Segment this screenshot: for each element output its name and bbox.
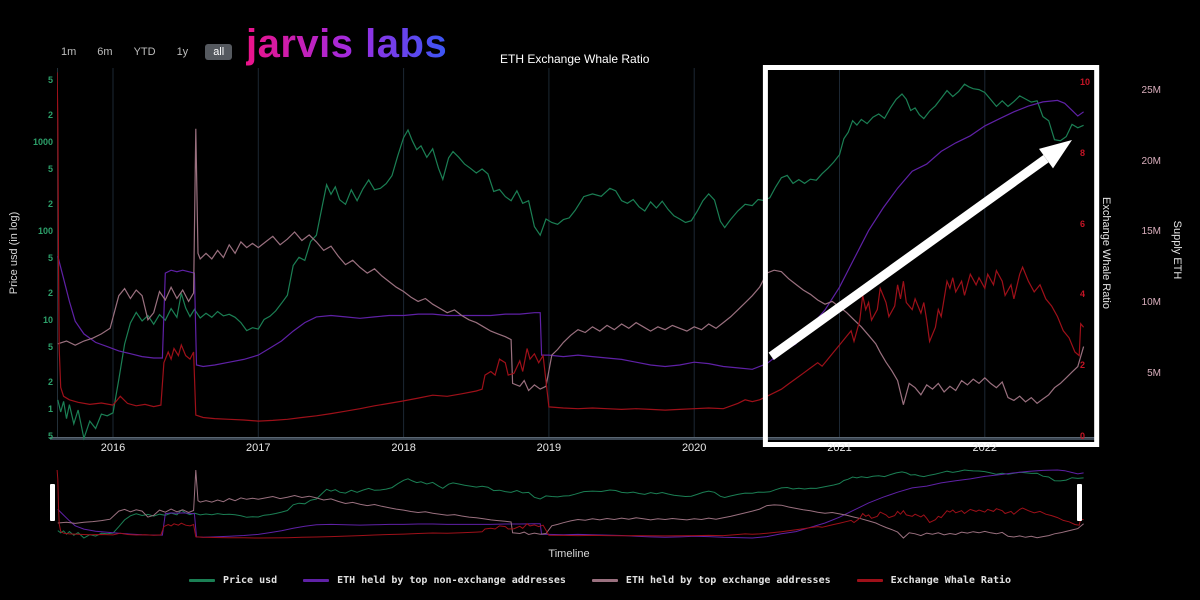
x-axis-highlight [50,437,1097,438]
whale-ratio-series-nav-line [56,469,1084,539]
range-button-1y[interactable]: 1y [173,44,193,60]
non-exchange-series-nav-line [57,469,1084,539]
exchange-series-line [57,128,1085,405]
legend-label: ETH held by top exchange addresses [625,575,831,586]
price-series-line [57,83,1084,441]
whale-ratio-series-swatch [856,579,883,582]
legend-label: ETH held by top non-exchange addresses [337,575,566,586]
legend-item-whale-ratio[interactable]: Exchange Whale Ratio [856,575,1012,586]
legend-item-non-exchange[interactable]: ETH held by top non-exchange addresses [303,575,566,586]
annotation-arrow-shaft [768,155,1049,360]
range-button-ytd[interactable]: YTD [130,44,160,60]
price-series-nav-line [57,469,1084,539]
brand-logo: jarvis labs [246,22,448,66]
x-axis-line [50,437,1097,440]
range-button-6m[interactable]: 6m [93,44,116,60]
legend-label: Price usd [222,575,278,586]
legend-label: Exchange Whale Ratio [890,575,1012,586]
navigator-handle-right[interactable] [1077,484,1082,521]
legend-item-price[interactable]: Price usd [188,575,278,586]
timeline-axis-label: Timeline [548,548,590,560]
chart-title: ETH Exchange Whale Ratio [500,52,650,66]
legend: Price usd ETH held by top non-exchange a… [0,575,1200,586]
range-button-1m[interactable]: 1m [57,44,80,60]
legend-item-exchange[interactable]: ETH held by top exchange addresses [591,575,831,586]
exchange-series-swatch [591,579,618,582]
highlight-box [762,65,1100,447]
whale-ratio-series-line [57,72,1085,422]
range-toolbar: 1m 6m YTD 1y all [57,44,233,60]
ratio-axis-title: Exchange Whale Ratio [1100,197,1112,309]
price-axis-title: Price usd (in log) [8,211,20,295]
non-exchange-series-swatch [303,579,330,582]
supply-axis-title: Supply ETH [1171,220,1183,280]
exchange-series-nav-line [57,469,1084,539]
annotation-arrow-head [1038,139,1072,169]
range-button-all[interactable]: all [205,44,233,60]
price-series-swatch [188,579,215,582]
non-exchange-series-line [57,99,1084,370]
navigator-handle-left[interactable] [50,484,55,521]
